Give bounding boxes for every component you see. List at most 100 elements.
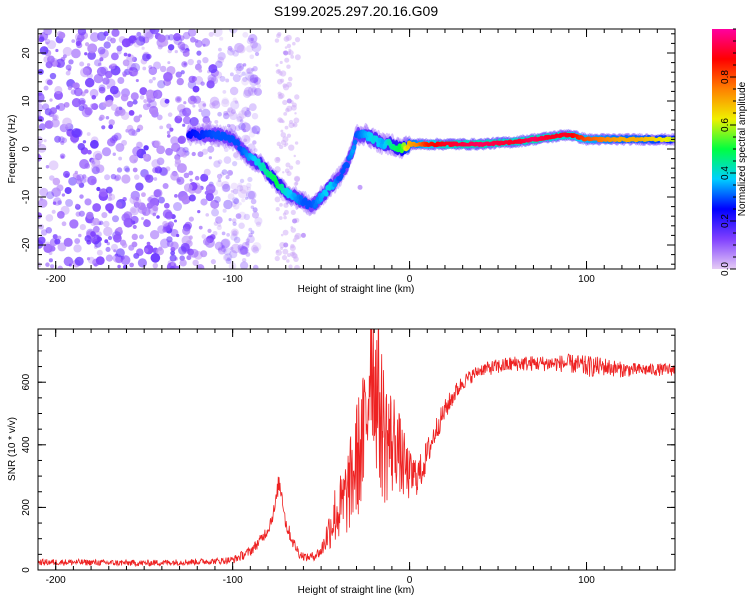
noise-blob	[278, 71, 283, 76]
noise-blob	[292, 238, 297, 243]
noise-blob	[294, 94, 300, 100]
noise-blob	[179, 43, 189, 54]
noise-blob	[248, 227, 253, 232]
noise-blob	[157, 225, 166, 234]
noise-blob	[230, 100, 240, 110]
noise-blob	[133, 39, 141, 48]
noise-blob	[117, 264, 121, 269]
noise-blob	[132, 146, 142, 157]
noise-blob	[245, 45, 254, 53]
noise-blob	[105, 70, 113, 79]
noise-blob	[283, 111, 288, 116]
noise-blob	[250, 126, 257, 134]
noise-blob	[43, 243, 53, 253]
noise-blob	[252, 246, 260, 254]
spectrogram-x-label: Height of straight line (km)	[298, 284, 415, 295]
noise-blob	[239, 119, 244, 123]
noise-blob	[111, 134, 119, 142]
noise-blob	[216, 224, 222, 231]
noise-blob	[186, 255, 192, 261]
noise-blob	[124, 167, 131, 173]
noise-blob	[153, 177, 158, 181]
noise-blob	[191, 151, 196, 157]
noise-blob	[242, 31, 249, 38]
noise-blob	[86, 132, 91, 136]
noise-blob	[230, 243, 241, 254]
noise-blob	[238, 222, 245, 230]
noise-blob	[82, 140, 87, 144]
noise-blob	[54, 135, 62, 143]
noise-blob	[232, 74, 241, 83]
noise-blob	[60, 155, 65, 159]
noise-blob	[194, 39, 203, 48]
noise-blob	[89, 88, 99, 98]
noise-blob	[132, 224, 137, 229]
noise-blob	[106, 138, 116, 147]
noise-blob	[290, 243, 295, 249]
noise-blob	[217, 178, 222, 183]
snr-y-axis: 0 200 400 600	[21, 334, 675, 573]
noise-blob	[223, 147, 229, 153]
noise-blob	[169, 254, 177, 262]
noise-blob	[234, 100, 239, 104]
noise-blob	[137, 202, 146, 211]
noise-blob	[156, 145, 166, 155]
noise-blob	[105, 116, 110, 120]
ridge-blob	[345, 162, 350, 169]
noise-blob	[54, 238, 61, 245]
ridge-blob	[324, 191, 329, 197]
noise-blob	[228, 29, 238, 34]
noise-blob	[110, 104, 118, 112]
y-tick-label: -10	[21, 189, 32, 204]
noise-blob	[277, 93, 284, 100]
noise-blob	[205, 192, 214, 202]
noise-blob	[188, 75, 196, 84]
noise-blob	[38, 141, 42, 147]
colorbar-tick-label: 0.4	[720, 166, 731, 180]
noise-blob	[134, 174, 140, 180]
noise-blob	[241, 241, 250, 250]
noise-blob	[93, 73, 104, 84]
noise-blob	[79, 194, 84, 199]
noise-blob	[65, 125, 69, 130]
noise-blob	[92, 218, 100, 226]
noise-blob	[222, 112, 230, 120]
noise-blob	[189, 178, 193, 182]
noise-blob	[52, 201, 57, 205]
noise-blob	[112, 215, 119, 223]
noise-blob	[64, 186, 72, 195]
noise-blob	[250, 205, 255, 209]
noise-blob	[141, 46, 145, 50]
noise-blob	[78, 210, 85, 217]
noise-blob	[158, 196, 165, 204]
noise-blob	[240, 122, 251, 133]
ridge-blob	[236, 140, 241, 147]
noise-blob	[143, 99, 148, 104]
noise-blob	[190, 36, 196, 43]
noise-blob	[237, 189, 248, 199]
noise-blob	[91, 161, 96, 165]
noise-blob	[49, 175, 55, 181]
noise-blob	[174, 158, 181, 165]
noise-blob	[220, 172, 225, 177]
noise-blob	[240, 134, 251, 145]
noise-blob	[205, 213, 210, 217]
noise-blob	[286, 64, 291, 69]
noise-blob	[102, 101, 109, 108]
noise-blob	[153, 91, 161, 99]
noise-blob	[250, 198, 257, 205]
noise-blob	[84, 198, 92, 206]
noise-blob	[221, 181, 230, 190]
noise-blob	[231, 197, 239, 204]
noise-blob	[86, 257, 91, 261]
noise-blob	[176, 77, 184, 86]
noise-blob	[79, 223, 86, 231]
noise-blob	[252, 207, 258, 213]
noise-blob	[175, 71, 182, 78]
noise-blob	[39, 187, 49, 197]
noise-blob	[43, 85, 49, 91]
ridge-blob	[399, 147, 404, 154]
noise-blob	[230, 49, 234, 53]
noise-blob	[223, 156, 232, 164]
noise-blob	[237, 244, 244, 251]
